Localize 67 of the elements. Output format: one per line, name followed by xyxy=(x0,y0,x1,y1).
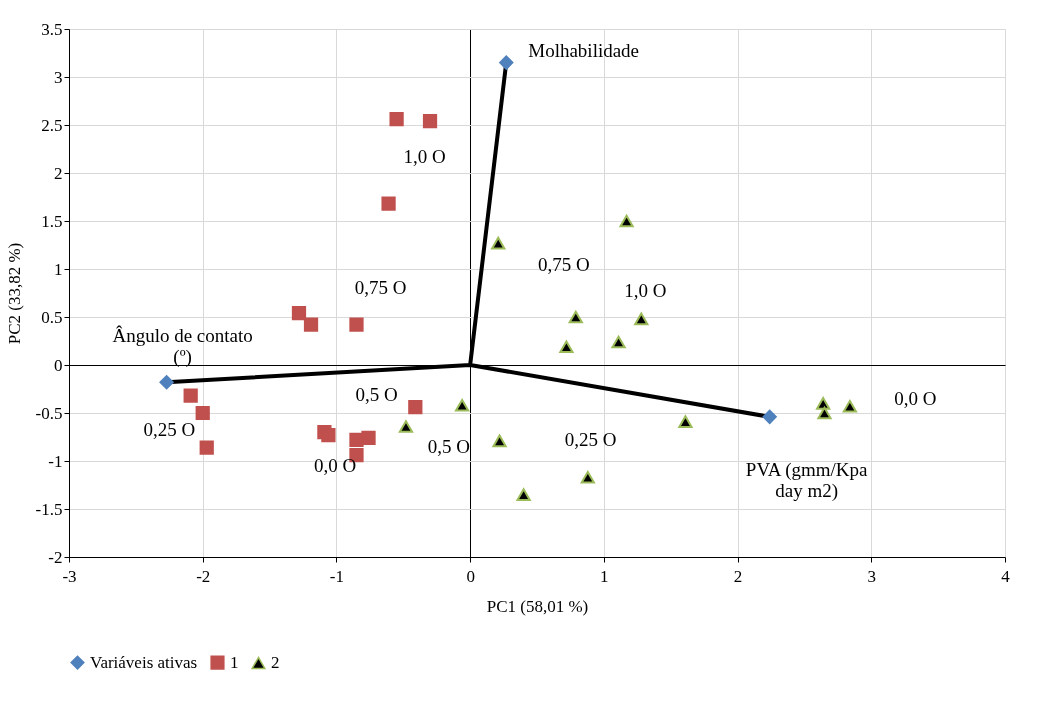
point xyxy=(199,440,214,455)
y-tick-label: 3.5 xyxy=(41,19,63,39)
annotation: 1,0 O xyxy=(403,145,446,167)
point xyxy=(516,488,531,501)
point xyxy=(580,471,595,484)
y-tick-label: -1.5 xyxy=(35,499,63,519)
y-tick-label: 2 xyxy=(54,163,63,183)
annotation: 0,25 O xyxy=(564,428,617,450)
point xyxy=(491,236,506,250)
y-tick-label: 1.5 xyxy=(41,211,63,231)
point xyxy=(678,415,693,428)
point xyxy=(619,214,634,228)
point xyxy=(381,196,396,211)
annotation: 0,0 O xyxy=(313,454,357,476)
y-axis-title: PC2 (33,82 %) xyxy=(4,242,24,345)
x-tick-label: 2 xyxy=(733,566,743,586)
annotation: 0,75 O xyxy=(537,254,590,276)
legend-label: 2 xyxy=(271,653,280,673)
x-tick-label: 4 xyxy=(1001,566,1011,586)
x-tick-label: -1 xyxy=(329,566,345,586)
x-tick-label: -2 xyxy=(196,566,211,586)
x-axis-title: PC1 (58,01 %) xyxy=(486,596,589,616)
y-tick-label: -0.5 xyxy=(35,403,63,423)
annotation: 0,75 O xyxy=(354,277,407,299)
x-tick-label: 0 xyxy=(466,566,475,586)
point xyxy=(349,317,364,332)
point xyxy=(634,312,649,326)
annotation: 0,0 O xyxy=(894,387,937,409)
point xyxy=(568,310,583,324)
point xyxy=(492,434,507,448)
annotation: 1,0 O xyxy=(624,280,667,302)
point xyxy=(398,420,414,433)
point xyxy=(159,375,174,390)
x-tick-label: 1 xyxy=(600,566,609,586)
x-tick-label: 3 xyxy=(867,566,877,586)
y-tick-label: 2.5 xyxy=(41,115,63,135)
annotation: PVA (gmm/Kpa day m2) xyxy=(745,458,869,502)
point xyxy=(291,306,307,321)
point xyxy=(389,112,404,127)
y-tick-label: 0.5 xyxy=(41,307,63,327)
point xyxy=(559,340,574,354)
y-tick-label: 0 xyxy=(54,355,63,375)
annotation: 0,25 O xyxy=(143,419,196,441)
y-tick-label: 1 xyxy=(54,259,63,279)
x-tick-label: -3 xyxy=(62,566,77,586)
point xyxy=(499,55,514,70)
point xyxy=(321,427,336,443)
point xyxy=(303,317,319,332)
annotation: 0,5 O xyxy=(427,435,470,457)
point xyxy=(183,388,198,403)
legend-label: Variáveis ativas xyxy=(90,652,198,672)
point xyxy=(422,114,438,129)
annotation: 0,5 O xyxy=(355,383,398,405)
annotation: Ângulo de contato (º) xyxy=(112,325,253,369)
point xyxy=(195,405,210,421)
point xyxy=(762,409,777,424)
point xyxy=(817,406,832,420)
y-tick-label: 3 xyxy=(54,67,63,87)
legend-label: 1 xyxy=(230,652,239,672)
point xyxy=(611,335,626,349)
point xyxy=(361,430,376,446)
point xyxy=(455,399,470,412)
annotation: Molhabilidade xyxy=(528,39,640,61)
y-tick-label: -2 xyxy=(48,547,63,567)
y-tick-label: -1 xyxy=(48,451,63,471)
point xyxy=(842,399,858,413)
point xyxy=(408,400,423,415)
